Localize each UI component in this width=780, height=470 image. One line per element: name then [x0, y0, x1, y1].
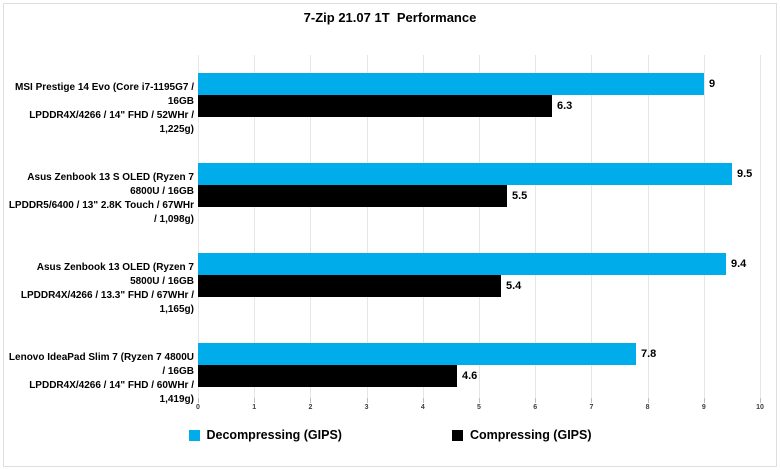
x-axis-tick: [198, 398, 199, 403]
legend-item-decompressing: Decompressing (GIPS): [188, 428, 342, 442]
category-label: MSI Prestige 14 Evo (Core i7-1195G7 / 16…: [6, 81, 194, 137]
x-axis-tick-label: 2: [308, 404, 313, 411]
gridline: [366, 55, 368, 398]
x-axis-tick-label: 1: [252, 404, 257, 411]
x-axis-tick: [479, 398, 480, 403]
x-axis-tick: [254, 398, 256, 403]
x-axis-tick-label: 5: [477, 404, 481, 411]
value-label: 5.5: [512, 190, 528, 202]
category-label-line2: LPDDR5/6400 / 13" 2.8K Touch / 67WHr / 1…: [8, 200, 194, 225]
gridline: [647, 55, 649, 398]
category-label: Asus Zenbook 13 OLED (Ryzen 7 5800U / 16…: [6, 261, 194, 317]
x-axis-tick: [703, 398, 705, 403]
x-axis-tick: [310, 398, 312, 403]
value-label: 4.6: [462, 370, 478, 382]
x-axis-tick-label: 0: [196, 404, 200, 411]
gridline: [591, 55, 593, 398]
x-axis-tick: [422, 398, 424, 403]
category-label-line1: Asus Zenbook 13 S OLED (Ryzen 7 6800U / …: [27, 172, 194, 197]
category-label-line1: MSI Prestige 14 Evo (Core i7-1195G7 / 16…: [15, 82, 194, 107]
x-axis-tick-label: 7: [589, 404, 594, 411]
x-axis-tick: [535, 398, 537, 403]
x-axis-tick-label: 3: [364, 404, 369, 411]
gridline: [422, 55, 424, 398]
value-label: 9.4: [731, 258, 747, 270]
category-label: Asus Zenbook 13 S OLED (Ryzen 7 6800U / …: [6, 171, 194, 227]
category-label-line2: LPDDR4X/4266 / 14" FHD / 60WHr / 1,419g): [29, 380, 194, 405]
x-axis-tick: [591, 398, 593, 403]
legend: Decompressing (GIPS) Compressing (GIPS): [0, 428, 780, 442]
compressing-swatch-icon: [451, 429, 463, 441]
value-label: 9.5: [737, 168, 753, 180]
value-label: 7.8: [641, 348, 657, 360]
value-label: 9: [709, 78, 716, 90]
bar-decompressing: [198, 343, 636, 365]
x-axis-tick: [760, 398, 761, 403]
category-label-line2: LPDDR4X/4266 / 13.3" FHD / 67WHr / 1,165…: [20, 290, 194, 315]
gridline: [254, 55, 256, 398]
x-axis-tick: [366, 398, 368, 403]
chart-title: 7-Zip 21.07 1T Performance: [303, 10, 477, 25]
bar-compressing: [198, 95, 552, 117]
legend-label-decompressing: Decompressing (GIPS): [206, 428, 342, 442]
decompressing-swatch-icon: [188, 429, 200, 441]
value-label: 5.4: [506, 280, 522, 292]
category-label-line1: Lenovo IdeaPad Slim 7 (Ryzen 7 4800U / 1…: [8, 352, 194, 377]
gridline: [760, 55, 761, 398]
gridline: [198, 55, 199, 398]
x-axis-tick-label: 6: [533, 404, 538, 411]
gridline: [479, 55, 480, 398]
x-axis-tick: [647, 398, 649, 403]
legend-item-compressing: Compressing (GIPS): [451, 428, 592, 442]
bar-decompressing: [198, 163, 732, 185]
category-label-line1: Asus Zenbook 13 OLED (Ryzen 7 5800U / 16…: [36, 262, 194, 287]
gridline: [703, 55, 705, 398]
bar-compressing: [198, 185, 507, 207]
bar-compressing: [198, 365, 457, 387]
bar-decompressing: [198, 73, 704, 95]
gridline: [535, 55, 537, 398]
x-axis-tick-label: 10: [756, 404, 764, 411]
value-label: 6.3: [557, 100, 573, 112]
gridline: [310, 55, 312, 398]
bar-decompressing: [198, 253, 726, 275]
x-axis-tick-label: 4: [420, 404, 425, 411]
category-label-line2: LPDDR4X/4266 / 14" FHD / 52WHr / 1,225g): [29, 110, 194, 135]
bar-compressing: [198, 275, 501, 297]
legend-label-compressing: Compressing (GIPS): [469, 428, 592, 442]
x-axis-tick-label: 9: [701, 404, 706, 411]
x-axis-tick-label: 8: [645, 404, 650, 411]
category-label: Lenovo IdeaPad Slim 7 (Ryzen 7 4800U / 1…: [6, 351, 194, 407]
